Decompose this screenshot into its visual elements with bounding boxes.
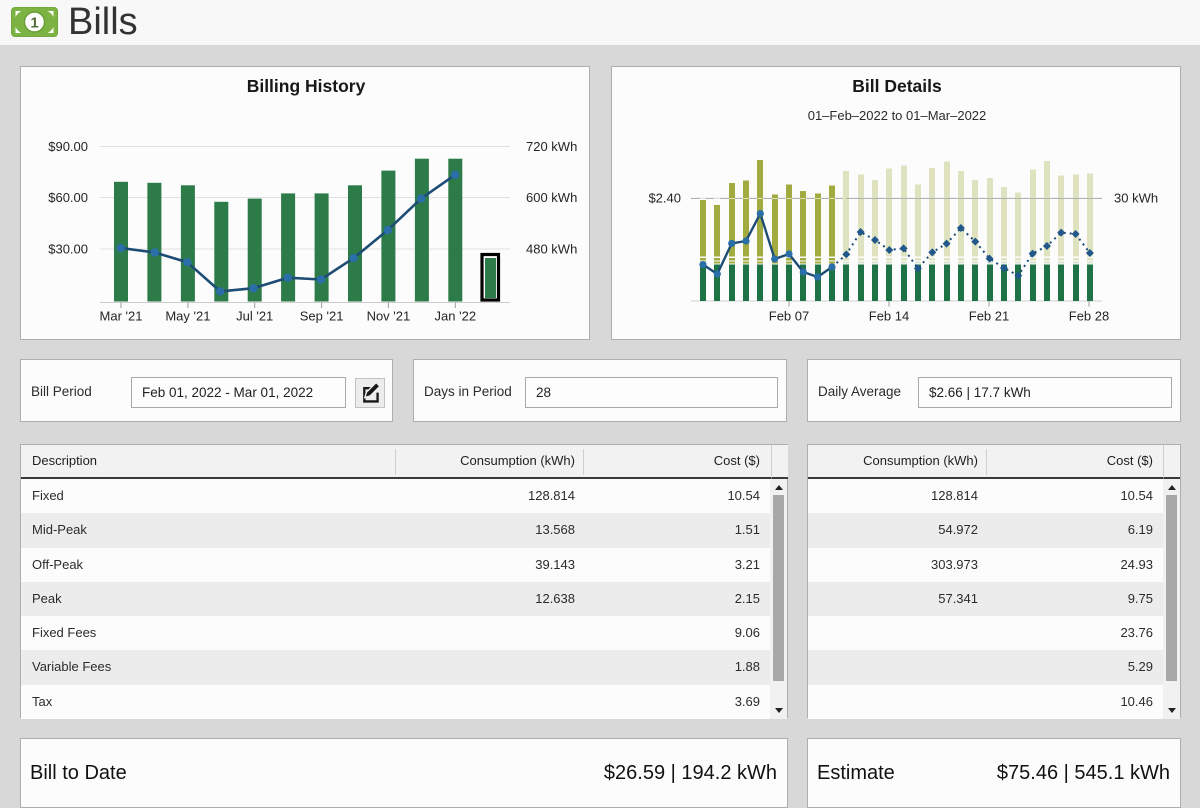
svg-text:Jul '21: Jul '21 — [236, 309, 273, 324]
svg-text:Feb 14: Feb 14 — [869, 309, 909, 324]
svg-text:Bill Details: Bill Details — [852, 76, 942, 96]
svg-text:$2.40: $2.40 — [648, 191, 681, 206]
svg-text:Feb 07: Feb 07 — [769, 309, 809, 324]
svg-text:Sep '21: Sep '21 — [300, 309, 344, 324]
svg-text:480 kWh: 480 kWh — [526, 242, 577, 257]
svg-text:Billing History: Billing History — [247, 76, 366, 96]
svg-text:Feb 21: Feb 21 — [969, 309, 1009, 324]
svg-text:$60.00: $60.00 — [48, 190, 88, 205]
svg-text:Nov '21: Nov '21 — [367, 309, 411, 324]
svg-text:01–Feb–2022 to 01–Mar–2022: 01–Feb–2022 to 01–Mar–2022 — [808, 108, 987, 123]
svg-text:$30.00: $30.00 — [48, 242, 88, 257]
svg-text:Mar '21: Mar '21 — [100, 309, 143, 324]
svg-text:Jan '22: Jan '22 — [435, 309, 477, 324]
svg-text:1: 1 — [30, 15, 38, 32]
svg-text:$90.00: $90.00 — [48, 139, 88, 154]
svg-text:30 kWh: 30 kWh — [1114, 191, 1158, 206]
svg-text:600 kWh: 600 kWh — [526, 190, 577, 205]
svg-text:Feb 28: Feb 28 — [1069, 309, 1109, 324]
svg-text:May '21: May '21 — [165, 309, 210, 324]
svg-text:720 kWh: 720 kWh — [526, 139, 577, 154]
